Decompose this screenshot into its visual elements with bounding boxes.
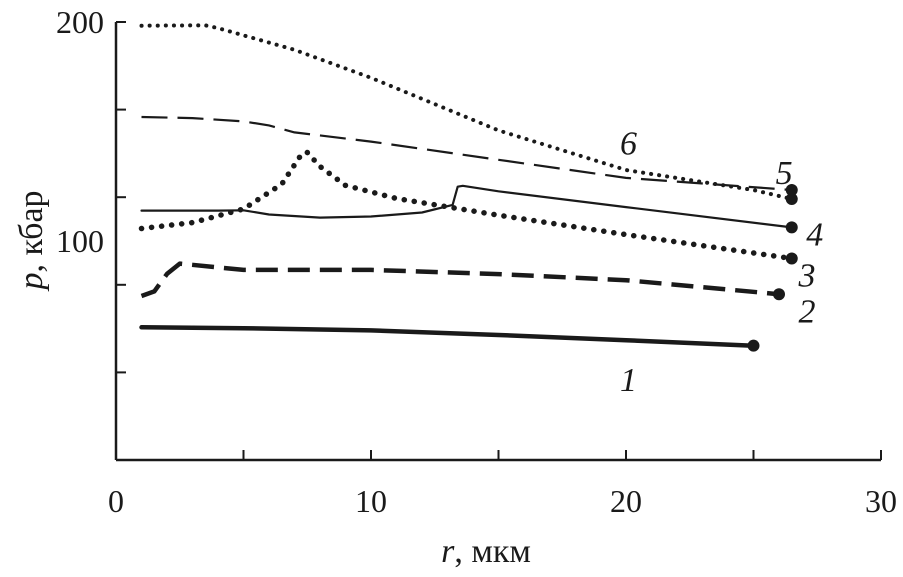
y-tick-label-200: 200 xyxy=(56,4,104,40)
series-label-4: 4 xyxy=(806,216,823,253)
series-6-end-marker xyxy=(785,192,798,205)
y-tick-label-100: 100 xyxy=(56,223,104,259)
series-4-end-marker xyxy=(785,221,798,234)
series-6-line xyxy=(139,23,794,201)
x-axis-label-unit: , мкм xyxy=(454,533,531,570)
x-axis-label-var: r xyxy=(441,533,455,570)
series-layer xyxy=(138,23,798,352)
x-tick-label-10: 10 xyxy=(355,483,387,519)
series-label-1: 1 xyxy=(620,362,637,399)
series-4-line xyxy=(140,184,793,229)
x-tick-label-0: 0 xyxy=(108,483,124,519)
x-tick-label-30: 30 xyxy=(865,483,897,519)
series-5-end-marker xyxy=(785,183,798,196)
series-labels-layer: 1 23 45 6 xyxy=(620,125,823,398)
series-label-2: 2 xyxy=(799,293,816,330)
series-2-end-marker xyxy=(773,288,785,301)
series-label-5: 5 xyxy=(776,155,793,192)
x-tick-label-20: 20 xyxy=(610,483,642,519)
series-5-line xyxy=(141,115,792,192)
y-axis-label-var: p xyxy=(13,273,50,292)
series-1-line xyxy=(139,325,756,348)
series-1-end-marker xyxy=(747,339,760,352)
series-3-line xyxy=(138,149,795,262)
series-label-6: 6 xyxy=(620,125,637,162)
chart-axes: 0 10 20 30 100 200 xyxy=(56,4,897,519)
y-axis-label: p, кбар xyxy=(13,190,50,291)
x-axis-label: r, мкм xyxy=(441,533,531,570)
series-3-end-marker xyxy=(785,252,798,265)
series-2-line xyxy=(140,261,780,299)
series-label-3: 3 xyxy=(798,258,816,295)
y-axis-label-unit: , кбар xyxy=(13,190,50,272)
